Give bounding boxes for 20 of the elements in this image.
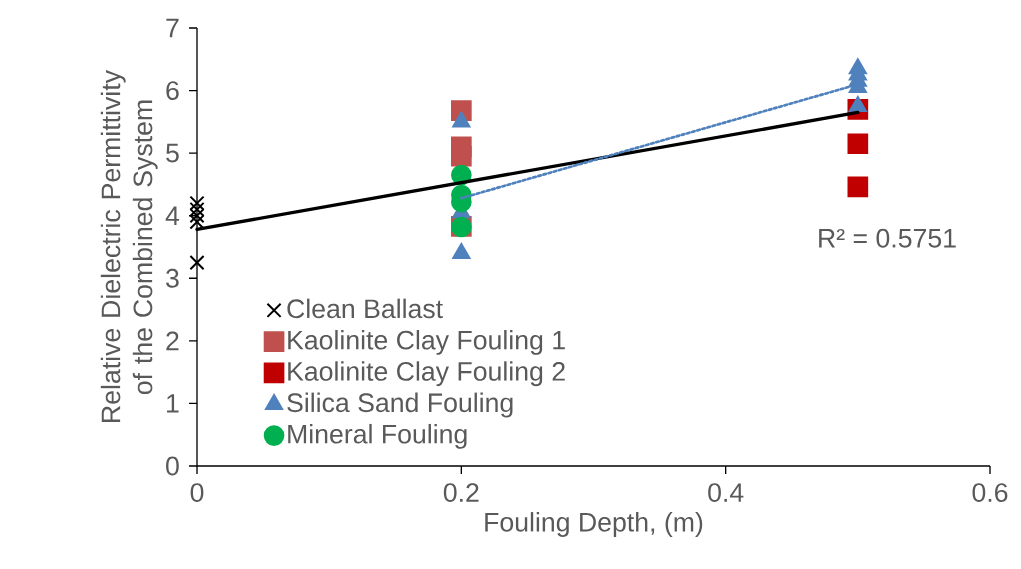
- x-tick-label: 0: [190, 483, 204, 503]
- legend-label: Mineral Fouling: [288, 423, 467, 449]
- y-tick-label: 6: [166, 81, 179, 100]
- x-axis-title: Fouling Depth, (m): [485, 512, 703, 537]
- y-tick-label: 7: [166, 18, 179, 38]
- x-tick-label: 0.4: [708, 483, 744, 503]
- y-tick-label: 3: [166, 268, 179, 288]
- y-tick-label: 0: [166, 456, 179, 476]
- y-tick-label: 2: [166, 331, 179, 351]
- x-tick-label: 0.6: [972, 483, 1008, 503]
- y-tick-label: 1: [167, 394, 179, 413]
- legend-label: Clean Ballast: [287, 298, 443, 319]
- annotation: R² = 0.5751: [819, 228, 956, 248]
- y-tick-label: 5: [166, 143, 179, 163]
- y-tick-label: 4: [165, 206, 180, 225]
- legend-label: Silica Sand Fouling: [287, 392, 513, 418]
- y-axis-title: Relative Dielectric Permittivity of the Combined System: [100, 70, 158, 422]
- x-tick-label: 0.2: [443, 483, 479, 503]
- legend-label: Kaolinite Clay Fouling 2: [288, 361, 565, 387]
- legend-label: Kaolinite Clay Fouling 1: [288, 329, 565, 355]
